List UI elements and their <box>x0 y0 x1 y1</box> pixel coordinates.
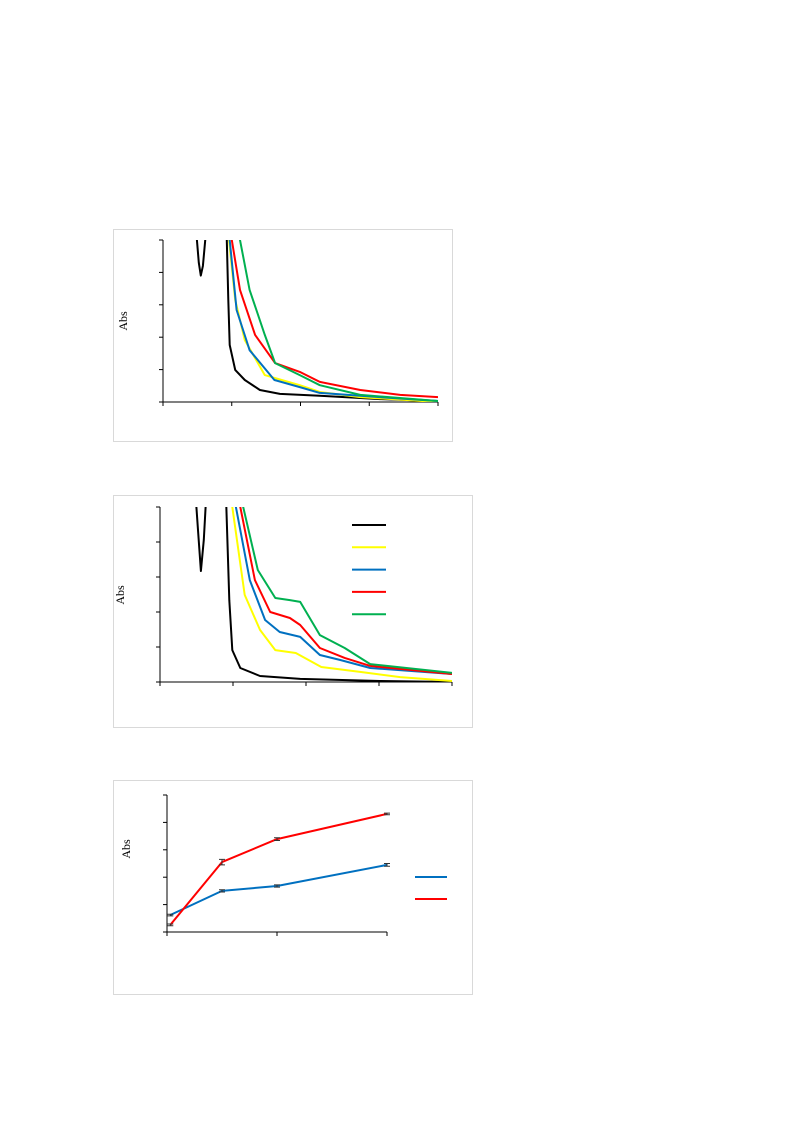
error-bar <box>384 863 390 867</box>
y-axis-label: Abs <box>116 311 130 331</box>
error-bar <box>167 923 174 927</box>
error-bar <box>274 884 280 888</box>
error-bar <box>219 858 225 866</box>
series-line <box>230 240 438 399</box>
error-bar <box>219 889 225 893</box>
error-bar <box>167 913 174 917</box>
plot-area <box>195 507 452 682</box>
series-line <box>231 507 452 682</box>
chart-frame <box>113 229 453 442</box>
chart-frame <box>113 495 473 728</box>
y-axis-label: Abs <box>119 839 133 859</box>
series-line <box>169 863 388 916</box>
plot-area <box>169 812 388 926</box>
series-line <box>195 240 438 402</box>
chart-frame <box>113 780 473 995</box>
series-line <box>242 507 452 674</box>
plot-area <box>195 240 438 402</box>
error-bar <box>274 837 280 841</box>
series-line <box>234 507 452 675</box>
series-line <box>169 812 388 926</box>
series-line <box>239 507 452 675</box>
y-axis-label: Abs <box>113 585 127 605</box>
series-line <box>238 240 438 402</box>
series-line <box>228 240 438 402</box>
error-bar <box>384 812 390 816</box>
series-line <box>195 507 452 682</box>
